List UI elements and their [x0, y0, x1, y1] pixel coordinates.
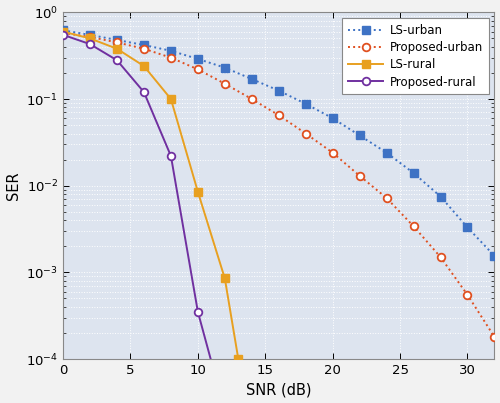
LS-rural [141, 64, 147, 69]
LS-rural [195, 189, 201, 194]
Line: LS-rural: LS-rural [60, 28, 242, 363]
Proposed-urban [114, 40, 120, 45]
LS-urban [438, 194, 444, 199]
LS-rural [60, 29, 66, 34]
LS-rural [236, 357, 242, 361]
Legend: LS-urban, Proposed-urban, LS-rural, Proposed-rural: LS-urban, Proposed-urban, LS-rural, Prop… [342, 18, 488, 94]
LS-rural [114, 46, 120, 51]
LS-urban [330, 116, 336, 120]
Proposed-rural [195, 310, 201, 314]
Proposed-urban [141, 46, 147, 51]
LS-urban [222, 65, 228, 70]
LS-urban [141, 43, 147, 48]
Proposed-rural [60, 32, 66, 37]
Line: LS-urban: LS-urban [60, 27, 498, 260]
LS-urban [168, 48, 174, 53]
LS-urban [87, 32, 93, 37]
Proposed-urban [168, 55, 174, 60]
Proposed-urban [276, 113, 282, 118]
LS-rural [222, 276, 228, 281]
LS-urban [249, 77, 255, 81]
LS-urban [384, 150, 390, 155]
LS-urban [356, 133, 362, 138]
LS-urban [492, 253, 498, 258]
Proposed-rural [168, 154, 174, 158]
Proposed-urban [87, 35, 93, 39]
X-axis label: SNR (dB): SNR (dB) [246, 382, 312, 397]
LS-rural [168, 97, 174, 102]
Proposed-urban [222, 81, 228, 86]
LS-rural [87, 36, 93, 41]
Proposed-urban [384, 195, 390, 200]
LS-urban [410, 170, 416, 175]
LS-urban [114, 37, 120, 42]
LS-urban [464, 225, 470, 230]
Proposed-urban [464, 293, 470, 297]
Proposed-urban [60, 31, 66, 35]
LS-urban [276, 88, 282, 93]
LS-urban [60, 28, 66, 33]
Y-axis label: SER: SER [6, 171, 20, 200]
LS-urban [195, 56, 201, 61]
Proposed-urban [302, 131, 308, 136]
Line: Proposed-urban: Proposed-urban [60, 29, 498, 341]
Proposed-rural [87, 42, 93, 46]
LS-urban [302, 102, 308, 106]
Proposed-urban [410, 224, 416, 229]
Proposed-urban [492, 334, 498, 339]
Proposed-urban [438, 255, 444, 260]
Proposed-rural [114, 58, 120, 63]
Proposed-rural [141, 90, 147, 95]
Line: Proposed-rural: Proposed-rural [60, 31, 228, 403]
Proposed-urban [330, 150, 336, 155]
Proposed-urban [356, 173, 362, 178]
Proposed-urban [249, 97, 255, 102]
Proposed-urban [195, 67, 201, 72]
